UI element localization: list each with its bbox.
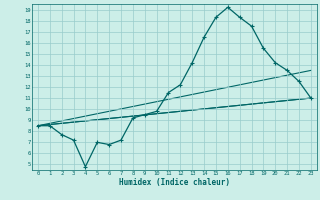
X-axis label: Humidex (Indice chaleur): Humidex (Indice chaleur) bbox=[119, 178, 230, 187]
